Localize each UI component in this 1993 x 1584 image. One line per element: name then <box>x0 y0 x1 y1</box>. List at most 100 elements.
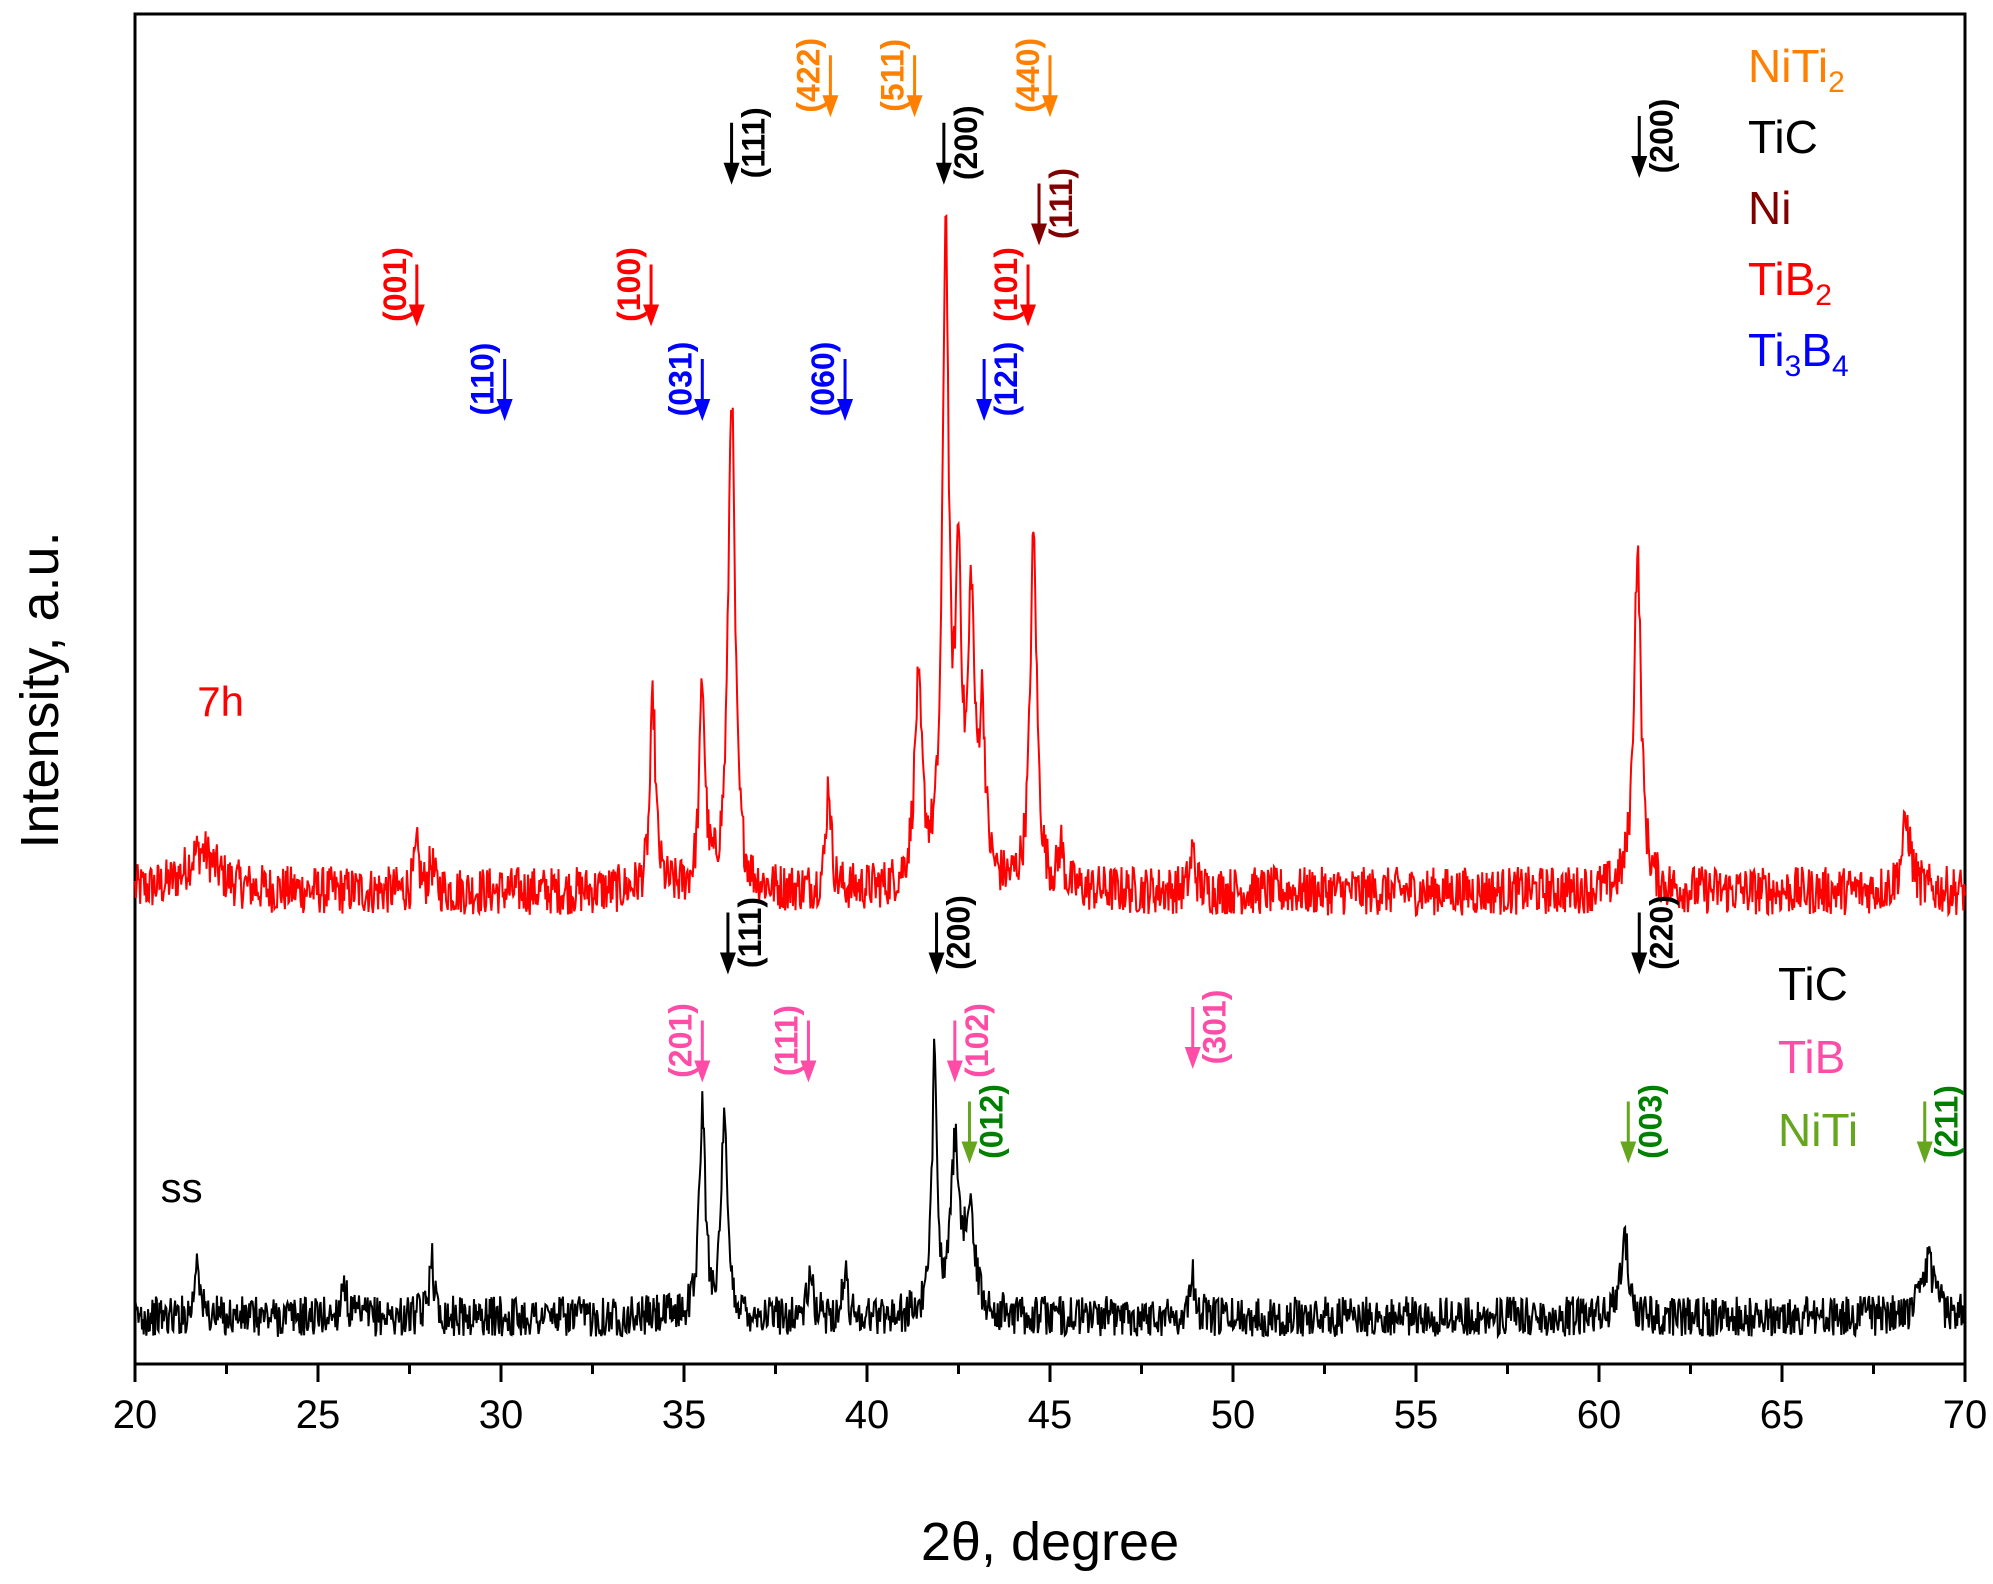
peak-annotation: (111) <box>1031 168 1079 246</box>
peak-arrow-head <box>1184 1047 1201 1069</box>
x-tick-label: 45 <box>1028 1393 1073 1437</box>
peak-annotation: (060) <box>805 342 854 421</box>
hkl-label: (200) <box>941 895 977 970</box>
legend-label: NiTi <box>1778 1104 1858 1156</box>
peak-annotation: (111) <box>768 1005 817 1083</box>
x-axis-ticks: 20 25 30 35 40 45 50 55 60 65 70 <box>113 1364 1988 1437</box>
peak-arrow-head <box>694 399 711 421</box>
legend-subscript: 3 <box>1785 350 1802 383</box>
legend-label: NiTi <box>1748 40 1828 92</box>
x-tick-label: 35 <box>662 1393 707 1437</box>
hkl-label: (111) <box>768 1005 804 1076</box>
peak-annotation: (200) <box>928 895 977 975</box>
peak-arrow-head <box>961 1141 978 1164</box>
peak-arrow-head <box>694 1060 711 1083</box>
peak-annotation: (110) <box>465 343 513 421</box>
y-axis-title: Intensity, a.u. <box>10 531 70 848</box>
legend-subscript: 4 <box>1832 350 1849 383</box>
hkl-label: (111) <box>1043 168 1079 239</box>
peak-arrow-head <box>1031 223 1048 246</box>
hkl-label: (001) <box>377 247 413 322</box>
series-line-7h <box>134 213 1966 918</box>
hkl-label: (422) <box>790 38 826 113</box>
peak-annotation: (220) <box>1631 895 1679 975</box>
legend-entry: NiTi <box>1778 1104 1858 1156</box>
hkl-label: (101) <box>988 247 1024 322</box>
peak-annotation: (111) <box>719 897 768 975</box>
peak-arrow-head <box>906 95 923 118</box>
legend-entry: TiB2 <box>1748 253 1832 312</box>
legend-label: Ni <box>1748 182 1791 234</box>
peak-annotation: (102) <box>946 1003 995 1083</box>
legend-entry: Ni <box>1748 182 1791 234</box>
peak-arrow-head <box>408 304 425 327</box>
x-tick-label: 65 <box>1760 1393 1805 1437</box>
hkl-label: (111) <box>736 107 772 178</box>
peak-annotations: (422) (511) (440) (111) (200) (200) (111) (001)… <box>377 38 1965 1164</box>
x-tick-label: 20 <box>113 1393 158 1437</box>
hkl-label: (100) <box>611 247 647 322</box>
peak-arrow-head <box>976 399 993 421</box>
peak-arrow-head <box>935 162 952 185</box>
peak-annotation: (003) <box>1620 1084 1668 1164</box>
peak-annotation: (511) <box>875 39 923 118</box>
peak-arrow-head <box>643 304 660 327</box>
peak-annotation: (111) <box>723 107 772 185</box>
peak-arrow-head <box>1631 952 1648 975</box>
x-tick-label: 55 <box>1394 1393 1439 1437</box>
peak-annotation: (422) <box>790 38 839 118</box>
peak-annotation: (201) <box>662 1003 711 1083</box>
x-tick-label: 70 <box>1943 1393 1988 1437</box>
legend-label: Ti <box>1748 324 1785 376</box>
peak-arrow-head <box>1020 304 1037 327</box>
series-label-7h: 7h <box>197 678 244 725</box>
hkl-label: (012) <box>973 1084 1009 1159</box>
x-tick-label: 40 <box>845 1393 890 1437</box>
hkl-label: (200) <box>1643 99 1679 174</box>
peak-arrow-head <box>1042 95 1058 118</box>
x-tick-label: 50 <box>1211 1393 1256 1437</box>
peak-arrow-head <box>1916 1141 1933 1164</box>
series-layer: 7h ss <box>134 213 1966 1340</box>
hkl-label: (201) <box>662 1003 698 1078</box>
legend-subscript: 2 <box>1828 66 1845 99</box>
peak-annotation: (200) <box>935 105 984 185</box>
legend-entry: TiC <box>1778 958 1848 1010</box>
peak-annotation: (200) <box>1631 99 1679 178</box>
hkl-label: (440) <box>1010 38 1046 113</box>
legend-suffix: B <box>1801 324 1832 376</box>
peak-annotation: (121) <box>976 342 1024 421</box>
x-tick-label: 60 <box>1577 1393 1622 1437</box>
peak-annotation: (440) <box>1010 38 1058 118</box>
legend-entry: Ti3B4 <box>1748 324 1849 383</box>
x-axis-title: 2θ, degree <box>921 1512 1179 1572</box>
legend-label: TiC <box>1778 958 1848 1010</box>
legend-entry: TiC <box>1748 111 1818 163</box>
hkl-label: (102) <box>959 1003 995 1078</box>
peak-arrow-head <box>1631 156 1648 178</box>
x-tick-label: 25 <box>296 1393 341 1437</box>
peak-annotation: (211) <box>1916 1085 1965 1164</box>
peak-annotation: (001) <box>377 247 425 327</box>
peak-annotation: (031) <box>662 342 711 421</box>
peak-arrow-head <box>800 1060 817 1083</box>
peak-arrow-head <box>946 1060 963 1083</box>
legend-subscript: 2 <box>1815 279 1832 312</box>
legend-entry: NiTi2 <box>1748 40 1845 99</box>
hkl-label: (301) <box>1197 990 1233 1065</box>
series-line-ss <box>134 1038 1966 1340</box>
peak-arrow-head <box>719 952 736 975</box>
legend-label: TiC <box>1748 111 1818 163</box>
peak-annotation: (012) <box>961 1084 1009 1164</box>
hkl-label: (220) <box>1643 895 1679 970</box>
x-tick-label: 30 <box>479 1393 524 1437</box>
peak-annotation: (100) <box>611 247 660 327</box>
hkl-label: (060) <box>805 342 841 417</box>
hkl-label: (121) <box>988 342 1024 417</box>
peak-annotation: (301) <box>1184 990 1233 1069</box>
peak-arrow-head <box>837 399 854 421</box>
hkl-label: (211) <box>1929 1085 1965 1158</box>
legend-entry: TiB <box>1778 1031 1845 1083</box>
